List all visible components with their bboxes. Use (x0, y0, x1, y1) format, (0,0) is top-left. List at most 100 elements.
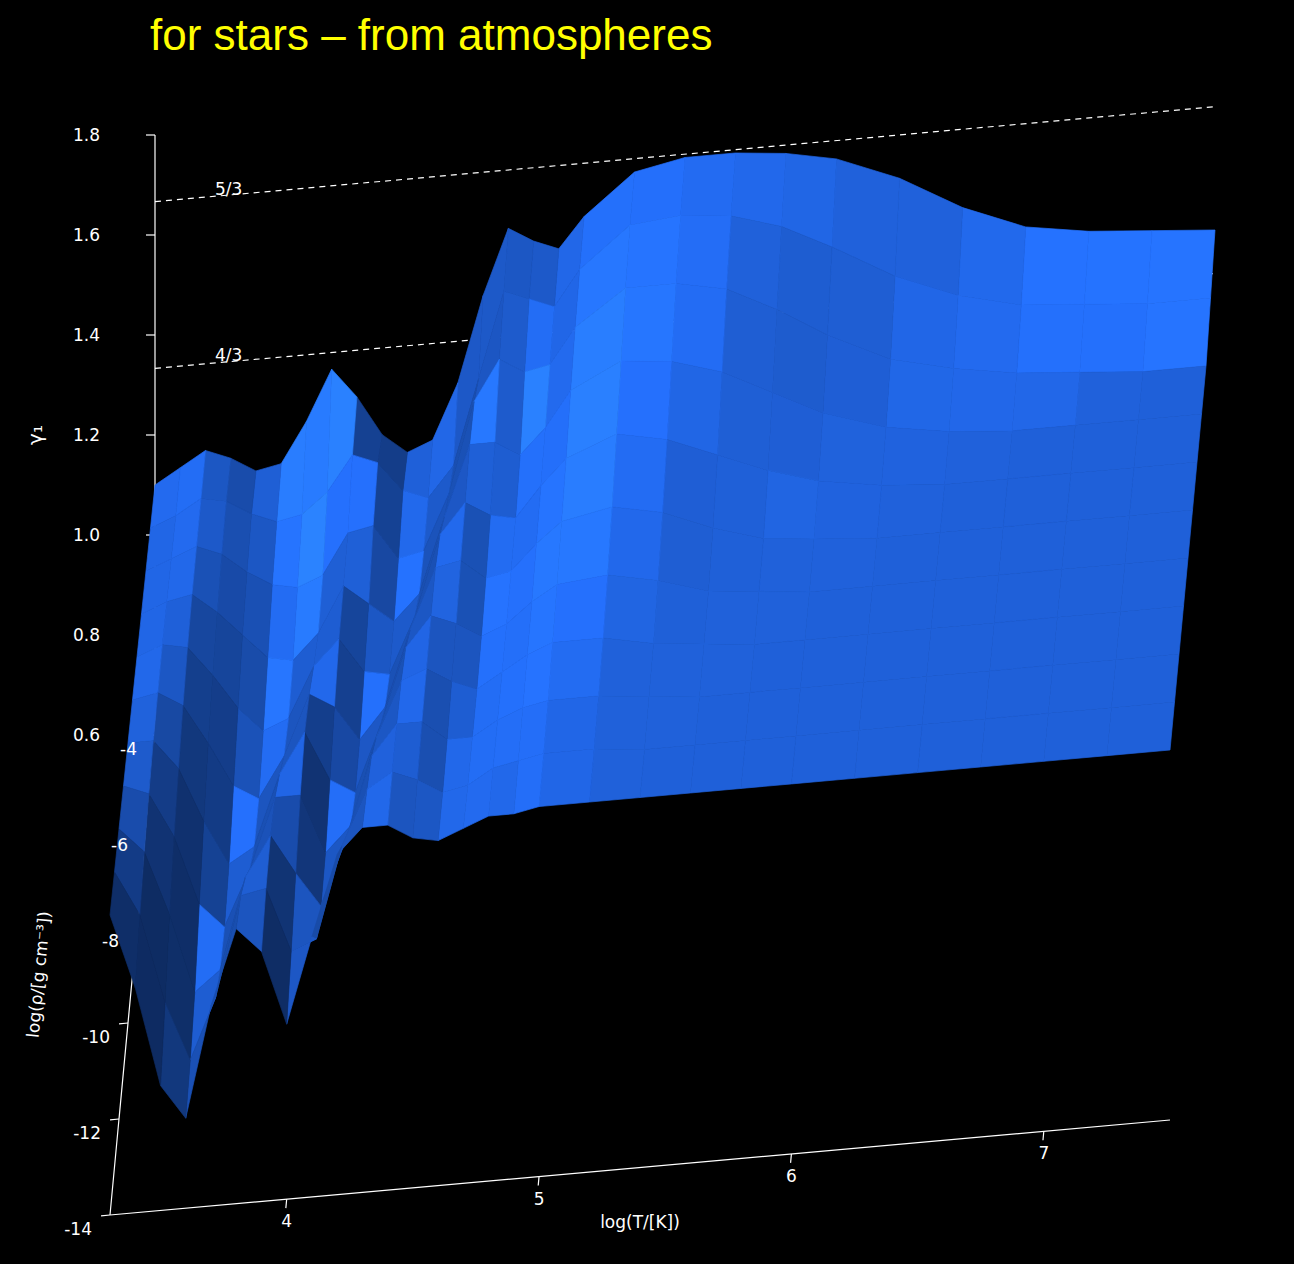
surface-cell (1057, 564, 1125, 618)
surface-cell (985, 665, 1053, 719)
surface-cell (958, 208, 1026, 305)
surface-cell (499, 291, 529, 372)
surface-cell (886, 359, 954, 431)
surface-cell (931, 575, 999, 629)
surface-cell (352, 397, 382, 463)
surface-cell (1134, 414, 1202, 468)
surface-cell (1075, 372, 1143, 426)
surface-cell (330, 707, 360, 793)
surface-cell (557, 507, 612, 585)
surface-cell (1120, 558, 1188, 612)
surface-cell (261, 888, 291, 1024)
z-tick-label: 1.4 (73, 325, 100, 345)
axes (101, 107, 1215, 1216)
surface-cell (312, 847, 342, 939)
surface-cell (447, 682, 477, 740)
surface-cell (681, 153, 736, 216)
surface-cell (291, 873, 321, 951)
x-axis-title: log(T/[K]) (600, 1212, 680, 1232)
surface-cell (936, 527, 1004, 581)
surface-cell (940, 479, 1008, 533)
surface-cell (160, 1002, 190, 1118)
x-axis-line (110, 1120, 1170, 1215)
surface-cell (809, 538, 877, 592)
x-tick (285, 1199, 287, 1208)
surface-cell (495, 359, 525, 455)
reference-label: 5/3 (215, 179, 242, 199)
z-tick (146, 434, 155, 435)
y-tick-label: -10 (82, 1027, 110, 1047)
surface-cell (241, 835, 271, 895)
surface-cell (465, 442, 495, 515)
title: for stars – from atmospheres (150, 10, 712, 59)
z-tick-label: 1.2 (73, 425, 100, 445)
surface-cell (364, 604, 394, 675)
surface-cell (268, 585, 298, 661)
surface-cell (645, 697, 700, 750)
surface-cell (211, 896, 241, 1006)
surface-cell (1107, 702, 1175, 756)
surface-cell (493, 708, 523, 768)
surface-cell (1066, 468, 1134, 522)
surface-cell (348, 455, 378, 533)
surface-cell (818, 413, 886, 485)
surface-cell (275, 732, 305, 797)
surface-cell (954, 296, 1022, 373)
surface-cell (708, 528, 763, 591)
surface-cell (525, 299, 555, 372)
surface-cell (994, 569, 1062, 623)
surface-cell (745, 688, 800, 741)
surface-cell (672, 284, 727, 372)
surface-cell (864, 629, 932, 683)
surface-cell (1008, 425, 1076, 479)
y-tick-label: -6 (111, 835, 128, 855)
surface-cell (823, 335, 891, 427)
y-tick-label: -14 (64, 1219, 92, 1239)
surface-cell (868, 581, 936, 635)
z-tick-label: 1.0 (73, 525, 100, 545)
surface-cell (612, 434, 667, 512)
surface-cell (654, 581, 709, 644)
surface-cell (1143, 298, 1211, 372)
surface-cell (999, 521, 1067, 575)
surface-cell (717, 372, 772, 470)
surface-cell (196, 498, 226, 554)
surface-cell (791, 730, 859, 784)
surface-cell (981, 713, 1049, 767)
surface-cell (658, 513, 713, 591)
surface-cell (167, 546, 197, 601)
y-tick (110, 1118, 119, 1120)
surface-cell (1044, 708, 1112, 762)
texts: for stars – from atmospheres4567-14-12-1… (23, 10, 1050, 1239)
surface-cell (990, 617, 1058, 671)
surface-cell (490, 442, 520, 518)
surface-cell (110, 872, 140, 988)
surface-cell (1147, 230, 1215, 304)
z-tick (146, 234, 155, 235)
surface-cell (877, 485, 945, 539)
surface-cell (523, 643, 553, 708)
surface-cell (1021, 227, 1089, 305)
surface-cell (1071, 420, 1139, 474)
surface-cell (1062, 516, 1130, 570)
surface-cell (1003, 473, 1071, 527)
surface-cell (397, 669, 427, 724)
surface-cell (548, 638, 603, 701)
surface-cell (603, 575, 658, 643)
surface-cell (392, 722, 422, 780)
y-tick (119, 1022, 128, 1024)
surface-cell (805, 586, 873, 640)
surface-cell (731, 153, 786, 226)
y-tick-label: -12 (73, 1123, 101, 1143)
surface-cell (768, 392, 823, 480)
surface-cell (763, 470, 818, 538)
y-tick-label: -4 (120, 739, 137, 759)
y-tick (101, 1214, 110, 1216)
surface-cell (297, 492, 327, 587)
surface-cell (667, 362, 722, 455)
surface-cell (759, 538, 814, 591)
surface-cell (539, 749, 594, 807)
z-tick (146, 134, 155, 135)
surface-cell (486, 515, 516, 578)
surface-cell (287, 937, 317, 1024)
